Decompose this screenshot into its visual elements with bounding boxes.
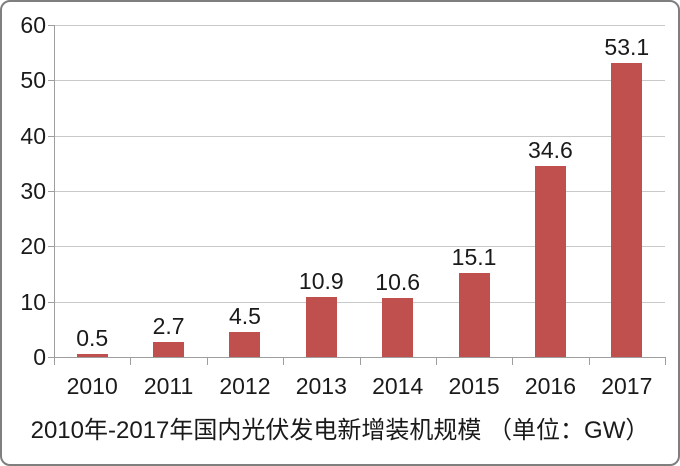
x-axis-label: 2012 [219, 373, 271, 399]
x-axis-label: 2013 [295, 373, 347, 399]
bar [153, 342, 185, 357]
data-label: 15.1 [451, 244, 497, 271]
y-axis-tick [48, 357, 54, 358]
y-axis-label: 20 [20, 233, 46, 260]
bar [611, 63, 643, 357]
y-axis-line [54, 25, 55, 357]
x-axis-tick [588, 357, 590, 365]
x-axis-tick [54, 357, 55, 365]
x-axis-tick [359, 357, 361, 365]
y-axis-tick [48, 246, 54, 248]
data-label: 2.7 [152, 313, 185, 340]
y-axis-label: 50 [20, 67, 46, 94]
y-axis-tick [48, 25, 54, 26]
data-label: 10.6 [375, 269, 421, 296]
gridline [54, 135, 665, 137]
gridline [54, 191, 665, 192]
x-axis-label: 2011 [143, 373, 194, 399]
data-label: 34.6 [528, 136, 573, 163]
gridline [54, 301, 665, 303]
x-axis-tick [435, 357, 437, 365]
data-label: 53.1 [604, 34, 650, 61]
y-axis-tick [48, 301, 54, 303]
bar [305, 296, 337, 357]
x-axis-label: 2015 [448, 373, 500, 399]
y-axis-label: 60 [20, 12, 46, 38]
x-axis-tick [512, 357, 514, 365]
chart-title: 2010年-2017年国内光伏发电新增装机规模 （单位：GW） [30, 417, 650, 444]
bar [458, 273, 490, 357]
bar [382, 298, 414, 357]
y-axis-label: 40 [20, 122, 46, 149]
gridline [54, 80, 665, 82]
x-axis-label: 2016 [524, 373, 577, 399]
x-axis-tick [206, 357, 208, 365]
y-axis-label: 30 [20, 178, 46, 204]
x-axis-label: 2010 [66, 373, 118, 399]
x-axis-tick [283, 357, 285, 365]
x-axis-tick [665, 357, 666, 365]
y-axis-tick [48, 135, 54, 137]
y-axis-tick [48, 191, 54, 192]
bar [229, 332, 261, 357]
bar [534, 165, 566, 357]
data-label: 0.5 [76, 325, 109, 352]
gridline [54, 246, 665, 248]
x-axis-label: 2014 [372, 373, 424, 399]
y-axis-tick [48, 80, 54, 82]
bar [76, 354, 108, 357]
y-axis-label: 0 [33, 344, 46, 370]
gridline [54, 25, 665, 26]
x-axis-tick [130, 357, 132, 365]
data-label: 4.5 [228, 303, 261, 330]
data-label: 10.9 [298, 267, 344, 294]
x-axis-label: 2017 [601, 373, 653, 399]
y-axis-label: 10 [20, 288, 46, 315]
